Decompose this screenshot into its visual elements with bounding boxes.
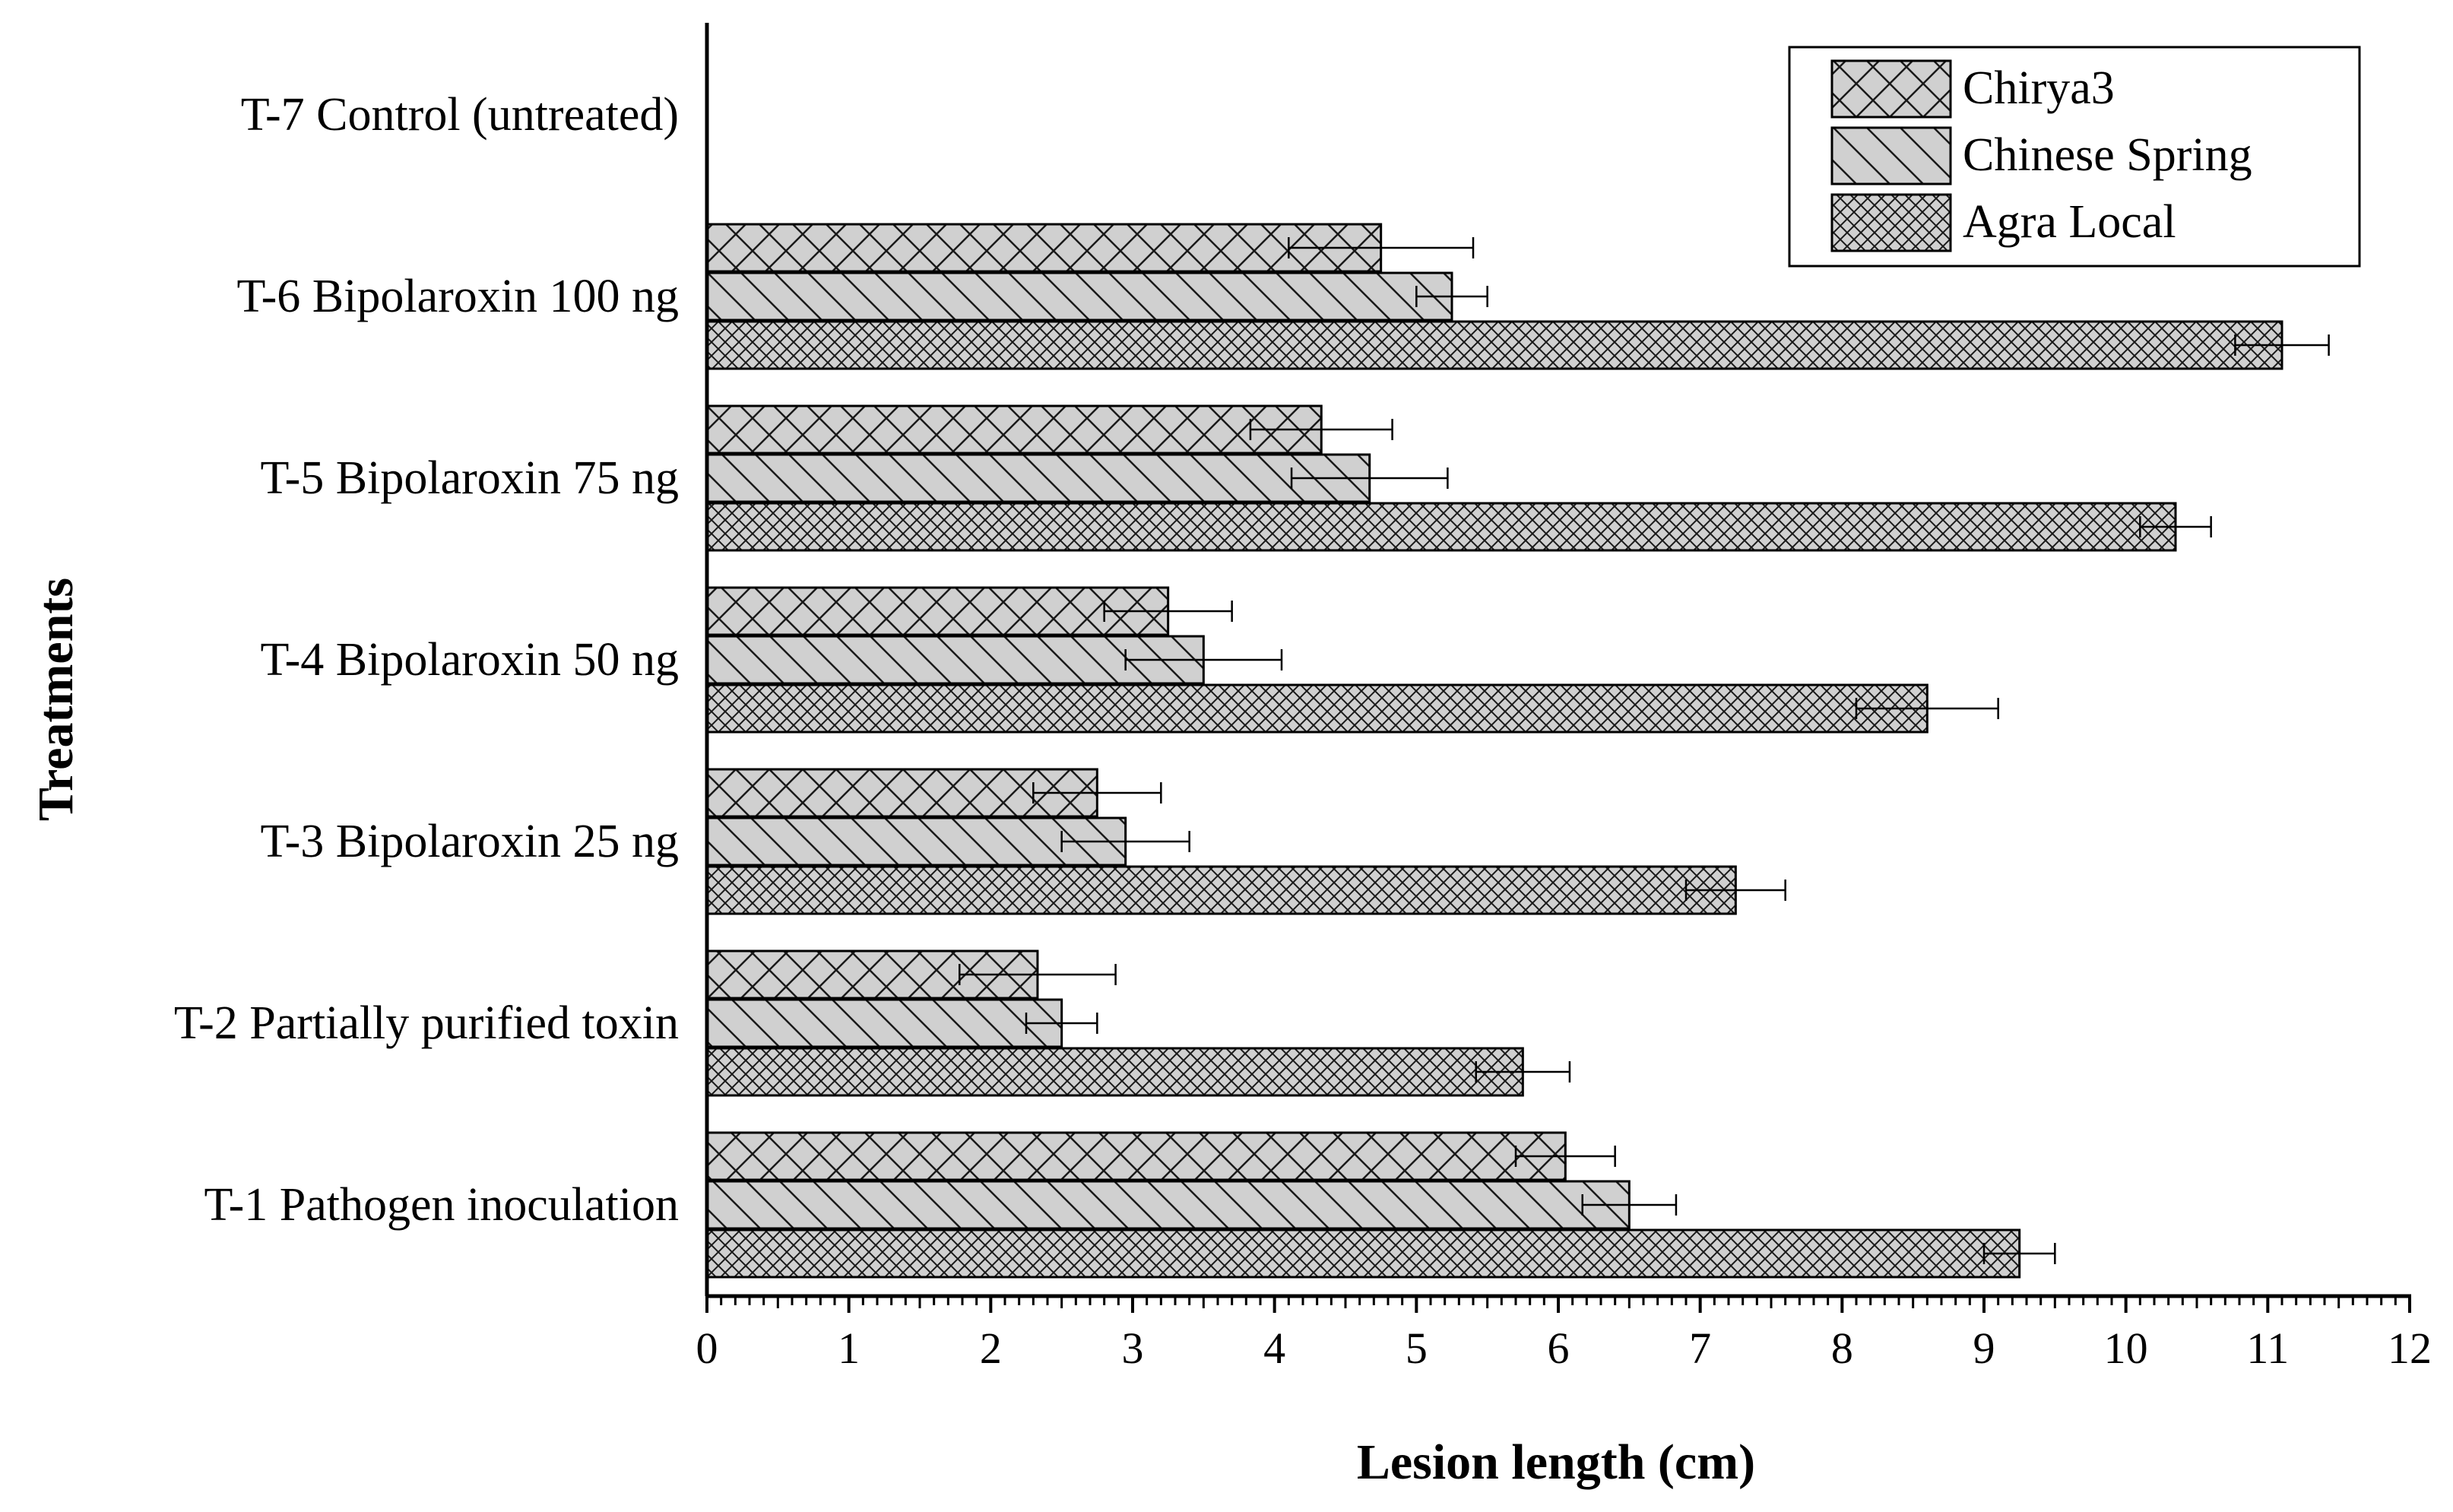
x-tick-label: 3 [1122,1323,1144,1373]
y-axis-title: Treatments [28,578,84,821]
error-bar [1124,649,1283,670]
bar-agra-local [705,1047,1524,1097]
legend-label: Chirya3 [1963,62,2115,114]
error-bar [1475,1061,1571,1082]
legend-swatch [1830,126,1952,185]
bar-chirya3 [705,586,1170,636]
category-label: T-6 Bipolaroxin 100 ng [236,271,679,322]
category-label: T-4 Bipolaroxin 50 ng [260,634,679,686]
x-tick-label: 1 [838,1323,860,1373]
error-bar [1514,1146,1616,1167]
bar-chirya3 [705,223,1383,273]
bar-chirya3 [705,1131,1567,1181]
category-label: T-5 Bipolaroxin 75 ng [260,452,679,504]
axes: 0 1 2 3 4 5 6 7 8 9 10 11 12 [696,23,2432,1373]
legend: Chirya3 Chinese Spring Agra Local [1788,46,2361,268]
category-label: T-3 Bipolaroxin 25 ng [260,816,679,867]
error-bar [1288,237,1475,258]
error-bar [1982,1243,2056,1264]
plot-area [705,223,2330,1279]
bar-agra-local [705,865,1737,915]
bar-chinese-spring [705,816,1127,867]
error-bar [1581,1194,1678,1216]
x-tick-label: 8 [1831,1323,1853,1373]
bar-agra-local [705,1228,2021,1279]
error-bar [959,964,1117,985]
error-bar [1290,468,1449,489]
bar-agra-local [705,683,1928,734]
bar-agra-local [705,320,2283,370]
x-tick-label: 11 [2246,1323,2289,1373]
bar-chinese-spring [705,635,1205,685]
error-bar [1684,880,1786,901]
category-label: T-2 Partially purified toxin [174,997,679,1049]
x-tick-label: 5 [1406,1323,1428,1373]
labels: Treatments Lesion length (cm) T-1 Pathog… [28,89,1755,1490]
error-bar [1249,419,1393,440]
error-bar [1415,286,1488,307]
error-bar [1103,601,1233,622]
x-tick-label: 2 [980,1323,1002,1373]
category-label: T-7 Control (untreated) [241,89,679,141]
x-tick-label: 6 [1548,1323,1570,1373]
error-bar [1025,1013,1098,1034]
error-bar [1855,698,1999,719]
error-bar [1032,782,1162,804]
legend-swatch [1830,59,1952,119]
error-bar [2234,334,2330,356]
x-tick-label: 10 [2104,1323,2148,1373]
error-bar [1060,831,1190,852]
legend-label: Chinese Spring [1963,129,2252,181]
bar-chinese-spring [705,1180,1631,1230]
x-tick-label: 7 [1689,1323,1711,1373]
bar-chinese-spring [705,453,1371,503]
x-tick-label: 9 [1973,1323,1995,1373]
legend-swatch [1830,193,1952,252]
bar-chirya3 [705,404,1323,455]
bar-chinese-spring [705,271,1453,322]
category-label: T-1 Pathogen inoculation [204,1179,679,1231]
x-tick-label: 4 [1263,1323,1285,1373]
x-tick-label: 12 [2388,1323,2432,1373]
x-axis-title: Lesion length (cm) [1357,1434,1755,1490]
bar-agra-local [705,502,2177,552]
x-tick-label: 0 [696,1323,718,1373]
bar-chinese-spring [705,998,1063,1048]
legend-label: Agra Local [1963,196,2176,248]
bar-chirya3 [705,768,1098,818]
error-bar [2139,516,2212,537]
